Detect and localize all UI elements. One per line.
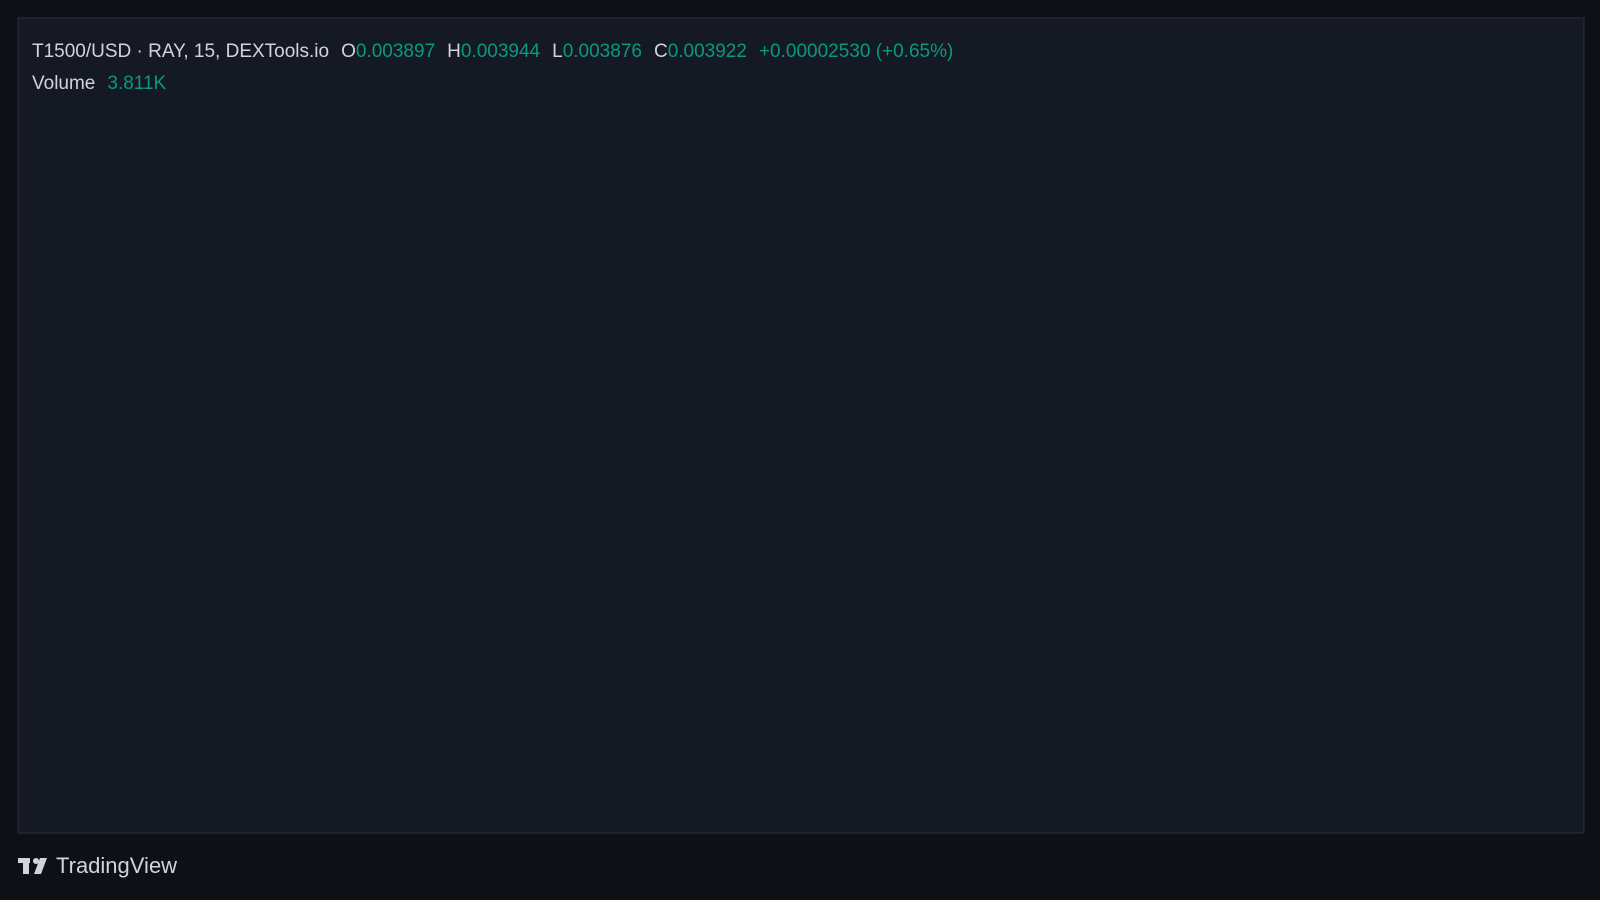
logo (18, 858, 47, 874)
high-value: 0.003944 (460, 41, 541, 62)
logo-mark (33, 858, 39, 864)
legend: T1500/USD · RAY, 15, DEXTools.io O0.00389… (32, 36, 953, 100)
volume-name: Volume (32, 73, 96, 94)
symbol-title: T1500/USD · RAY, 15, DEXTools.io (32, 41, 330, 62)
legend-letter: L (552, 41, 563, 62)
open-value: 0.003897 (355, 41, 436, 62)
volume-value: 3.811K (107, 73, 167, 94)
volume-row: Volume 3.811K (32, 68, 953, 100)
change-value: +0.00002530 (+0.65%) (758, 41, 954, 62)
legend-letter: H (447, 41, 461, 62)
logo-mark (34, 858, 47, 874)
legend-letter: C (653, 41, 668, 62)
brand: TradingView (56, 853, 177, 878)
close-value: 0.003922 (667, 41, 747, 62)
legend-letter: O (341, 41, 356, 62)
low-value: 0.003876 (562, 41, 642, 62)
chart-panel (17, 17, 1585, 834)
logo-mark (23, 858, 29, 874)
ohlc-row: T1500/USD · RAY, 15, DEXTools.io O0.00389… (32, 36, 953, 68)
